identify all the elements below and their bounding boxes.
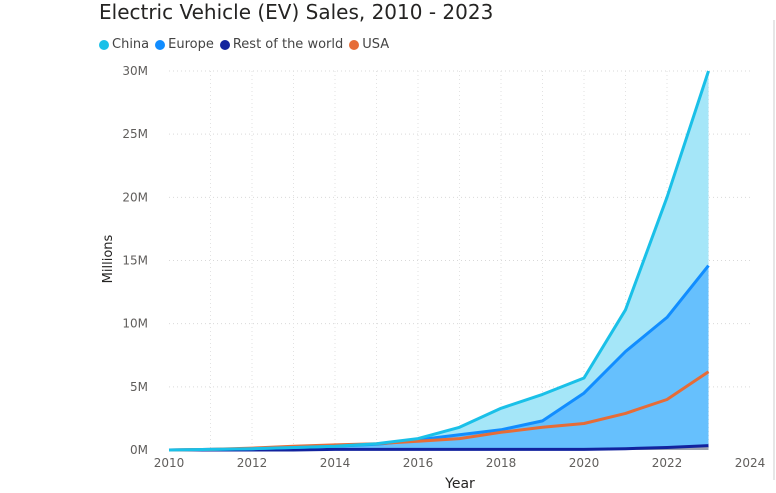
x-tick-label: 2024 — [735, 456, 766, 470]
y-tick-label: 0M — [130, 443, 148, 457]
x-axis-ticks: 2010 2012 2014 2016 2018 2020 2022 2024 — [154, 456, 766, 470]
legend-label-china: China — [112, 37, 150, 52]
legend-label-rest-of-world: Rest of the world — [232, 37, 344, 52]
legend-marker-china — [99, 39, 109, 50]
legend-label-usa: USA — [362, 37, 390, 52]
legend-marker-rest-of-world — [219, 39, 230, 50]
y-tick-label: 5M — [130, 380, 148, 394]
x-tick-label: 2014 — [320, 456, 351, 470]
y-tick-label: 25M — [122, 127, 148, 141]
area-europe — [169, 265, 709, 450]
y-axis-label: Millions — [101, 234, 116, 283]
legend-item-china[interactable]: China — [99, 37, 149, 52]
x-tick-label: 2010 — [154, 456, 185, 470]
panel-edge — [773, 20, 775, 480]
legend-label-europe: Europe — [168, 37, 214, 52]
x-tick-label: 2012 — [237, 456, 268, 470]
chart-title: Electric Vehicle (EV) Sales, 2010 - 2023 — [99, 0, 494, 24]
legend-marker-europe — [155, 39, 166, 50]
y-tick-label: 30M — [122, 64, 148, 78]
x-tick-label: 2016 — [403, 456, 434, 470]
y-tick-label: 20M — [122, 190, 148, 204]
x-tick-label: 2022 — [652, 456, 683, 470]
series-lines — [168, 70, 710, 452]
legend-item-usa[interactable]: USA — [349, 37, 389, 52]
x-axis-label: Year — [444, 476, 475, 492]
y-axis-ticks: 0M 5M 10M 15M 20M 25M 30M — [122, 64, 148, 457]
legend-marker-usa — [349, 39, 360, 50]
x-tick-label: 2018 — [486, 456, 517, 470]
legend-item-europe[interactable]: Europe — [155, 37, 214, 52]
y-tick-label: 10M — [122, 317, 148, 331]
x-tick-label: 2020 — [569, 456, 600, 470]
line-china — [168, 70, 710, 452]
legend-item-rest-of-world[interactable]: Rest of the world — [219, 37, 344, 52]
legend: China Europe Rest of the world USA — [99, 37, 395, 52]
y-tick-label: 15M — [122, 254, 148, 268]
area-rest-of-the-world — [169, 445, 709, 450]
series-areas — [169, 71, 709, 450]
